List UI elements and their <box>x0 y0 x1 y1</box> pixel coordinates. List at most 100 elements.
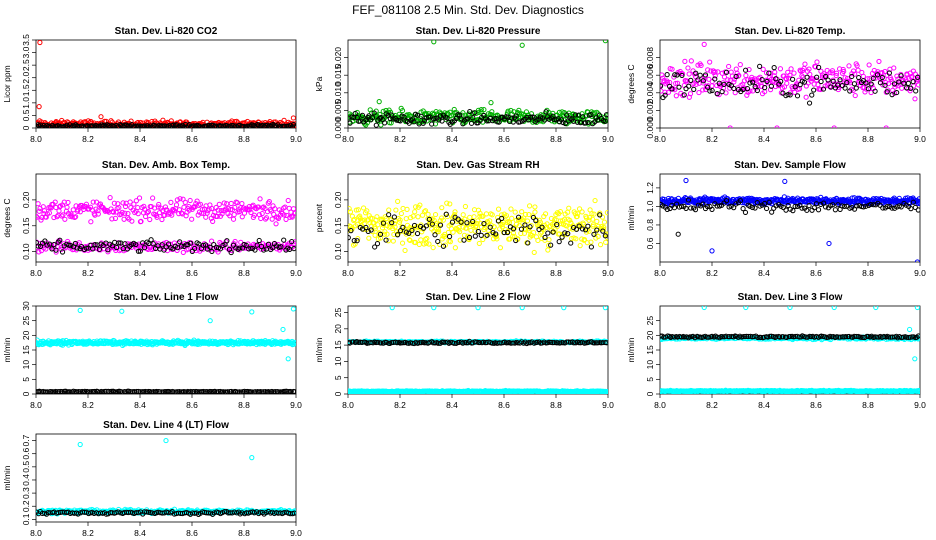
x-tick-label: 9.0 <box>914 400 926 410</box>
data-point <box>138 218 144 225</box>
data-point <box>446 233 453 240</box>
data-point <box>364 208 370 214</box>
data-point <box>440 217 446 223</box>
data-point <box>535 237 541 244</box>
x-tick-label: 8.4 <box>758 400 770 410</box>
data-point <box>391 221 398 227</box>
data-point <box>148 237 154 243</box>
plot-frame <box>347 173 609 263</box>
x-tick-label: 9.0 <box>602 400 614 410</box>
plot-frame <box>347 39 609 129</box>
data-point <box>462 203 469 210</box>
data-point <box>244 123 250 128</box>
data-point <box>372 244 378 250</box>
data-point <box>882 68 888 75</box>
data-point <box>522 211 529 218</box>
points-layer <box>660 41 920 128</box>
points-layer <box>348 40 608 128</box>
data-point <box>780 204 786 211</box>
data-point <box>504 219 510 226</box>
data-point <box>225 389 231 394</box>
data-point <box>603 232 608 238</box>
data-point <box>271 211 277 217</box>
data-point <box>432 232 438 238</box>
data-point <box>784 80 790 86</box>
data-point <box>477 117 483 124</box>
data-point <box>744 92 750 98</box>
data-point <box>449 219 456 225</box>
data-point <box>597 212 603 218</box>
data-point <box>744 86 751 92</box>
y-tick-label: 0.005 <box>333 99 343 121</box>
data-point <box>266 123 272 128</box>
data-point <box>905 80 911 86</box>
data-point <box>903 77 909 83</box>
data-point <box>461 232 468 238</box>
data-point <box>876 58 882 65</box>
data-point <box>542 211 549 217</box>
outlier-point <box>831 125 837 128</box>
data-point <box>591 231 597 237</box>
data-point <box>473 223 479 229</box>
data-point <box>557 209 564 215</box>
data-point <box>478 106 484 113</box>
data-point <box>36 214 40 220</box>
data-point <box>354 238 360 244</box>
data-point <box>109 216 115 222</box>
data-point <box>568 240 574 246</box>
outlier-point <box>683 177 689 184</box>
data-point <box>757 63 763 69</box>
data-point <box>863 203 869 209</box>
data-point <box>601 219 608 225</box>
data-point <box>210 218 216 224</box>
series-1 <box>348 211 608 250</box>
x-tick-label: 8.8 <box>550 400 562 410</box>
data-point <box>173 202 180 208</box>
data-point <box>426 216 432 222</box>
data-point <box>917 200 920 206</box>
data-point <box>444 115 450 121</box>
data-point <box>288 389 294 394</box>
data-point <box>218 208 224 214</box>
data-point <box>878 195 884 202</box>
data-point <box>407 237 413 244</box>
data-point <box>399 240 406 246</box>
data-point <box>235 389 241 394</box>
data-point <box>465 116 471 122</box>
data-point <box>41 122 47 128</box>
data-point <box>261 389 267 394</box>
data-point <box>252 247 258 253</box>
y-axis-label: percent <box>314 203 324 232</box>
data-point <box>44 242 50 248</box>
data-point <box>815 207 822 213</box>
data-point <box>53 388 59 394</box>
data-point <box>787 72 793 78</box>
data-point <box>591 340 597 346</box>
data-point <box>270 121 276 128</box>
data-point <box>262 205 268 212</box>
data-point <box>742 209 749 216</box>
data-point <box>207 244 213 250</box>
data-point <box>416 241 422 248</box>
data-point <box>785 202 791 209</box>
data-point <box>382 120 388 126</box>
series-0 <box>660 306 920 394</box>
data-point <box>452 212 458 218</box>
data-point <box>662 92 668 98</box>
series-1 <box>660 197 920 237</box>
data-point <box>802 61 808 67</box>
data-point <box>576 223 582 229</box>
data-point <box>519 209 525 215</box>
data-point <box>421 241 427 247</box>
data-point <box>499 224 505 230</box>
data-point <box>664 72 670 78</box>
data-point <box>415 214 421 220</box>
data-point <box>567 217 573 223</box>
data-point <box>258 246 264 252</box>
y-tick-label: 0.10 <box>333 243 343 260</box>
data-point <box>291 245 296 252</box>
data-point <box>389 220 395 226</box>
data-point <box>460 224 466 230</box>
x-tick-label: 8.6 <box>498 134 510 144</box>
